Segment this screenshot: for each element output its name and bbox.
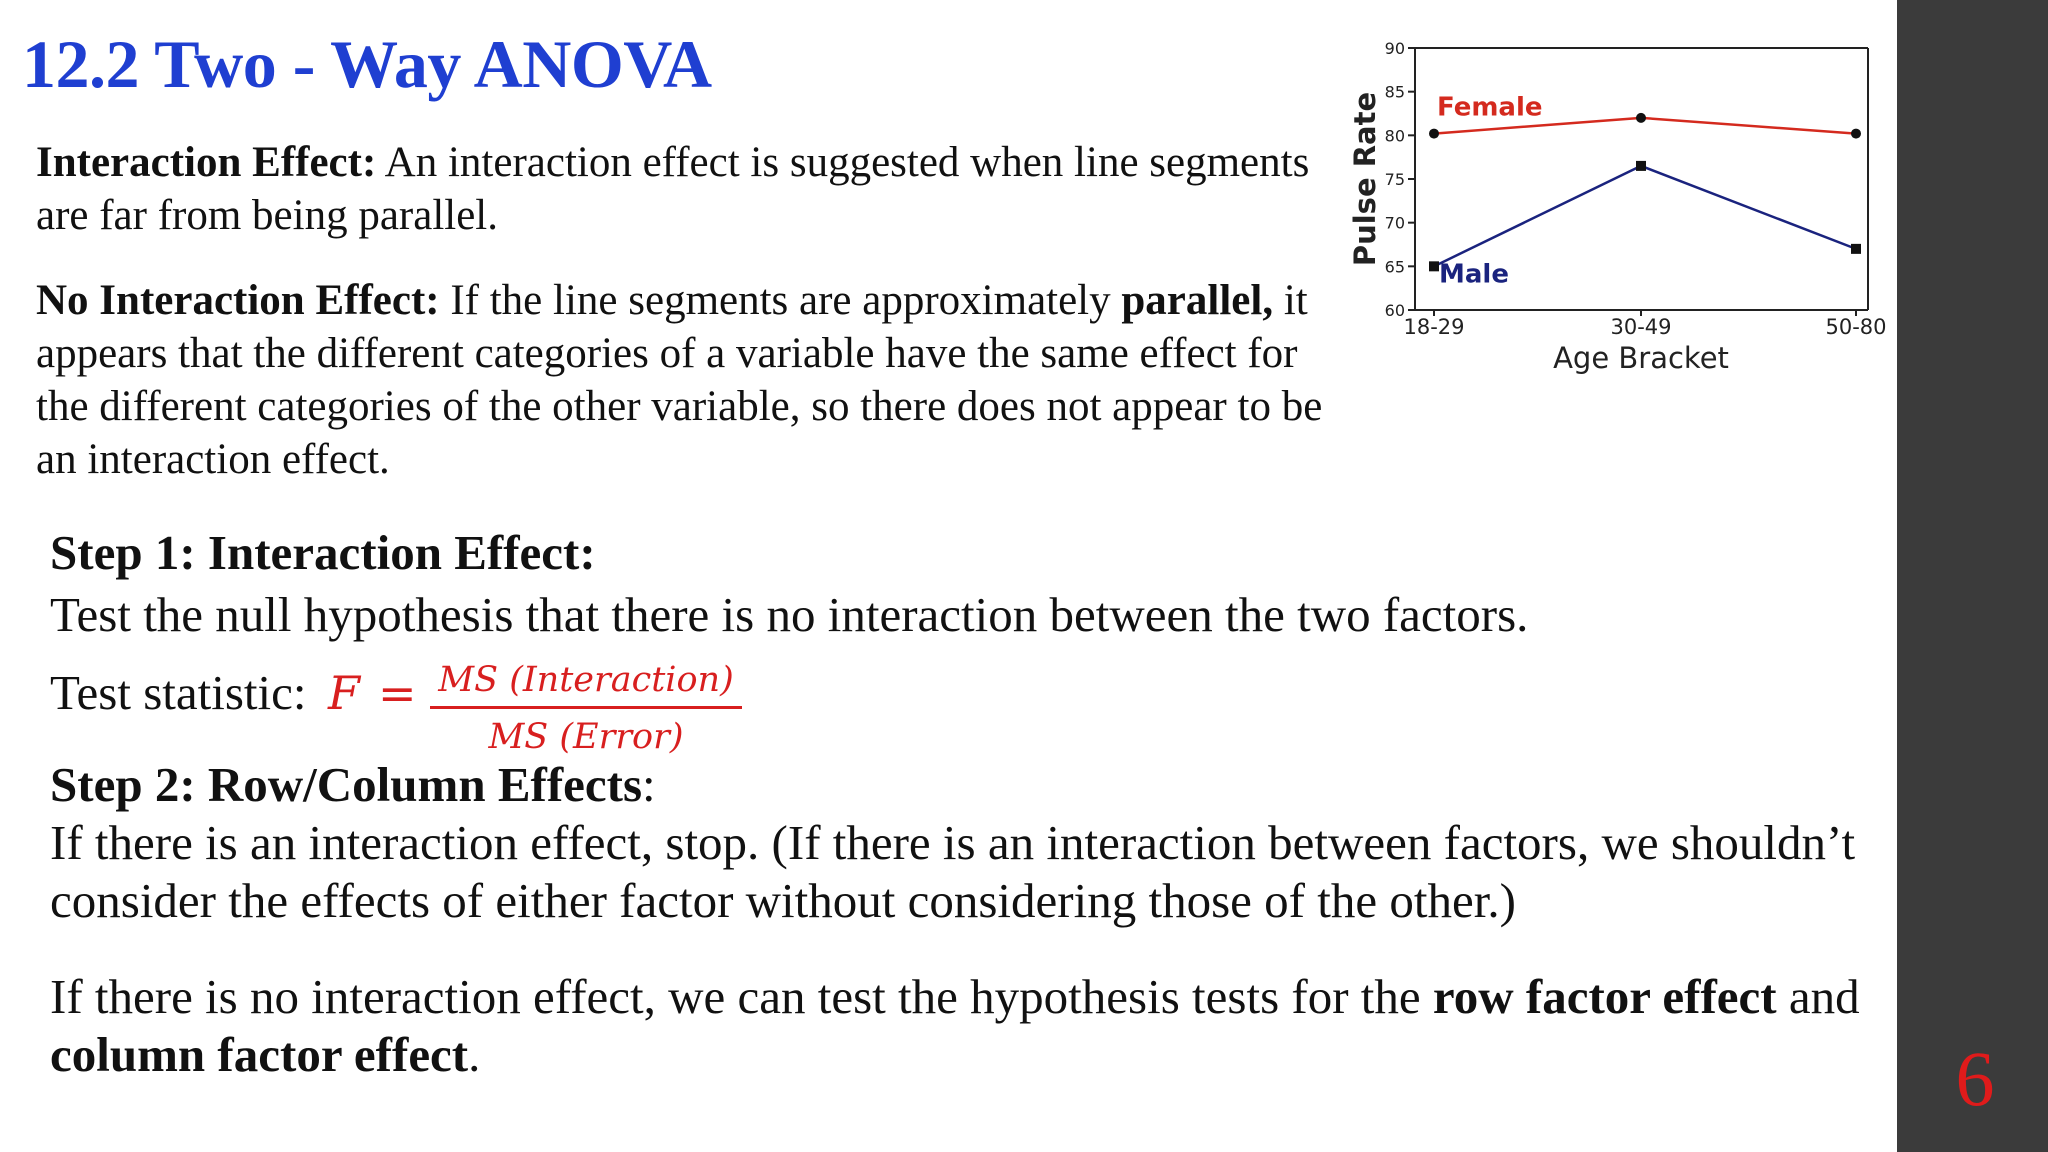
y-axis-ticks: 60 65 70 75 80 85 90 [1385,39,1415,320]
no-interaction-effect-label: No Interaction Effect: [36,277,440,324]
y-tick-label: 70 [1385,214,1405,233]
step2-title-bold: Step 2: Row/Column Effects [50,757,643,812]
series-label-male: Male [1439,259,1509,289]
page-number: 6 [1955,1035,1995,1122]
formula-equals: = [378,666,417,720]
step3-text-3: . [468,1027,481,1082]
y-tick-label: 90 [1385,39,1405,58]
y-tick-label: 65 [1385,257,1405,276]
step3-text-1: If there is no interaction effect, we ca… [50,969,1433,1024]
no-interaction-bold-parallel: parallel, [1121,277,1274,324]
data-point-male [1851,243,1861,254]
no-interaction-text-2: it appears that the different categories… [36,277,1323,483]
sidebar-bar [1897,0,2048,1152]
fraction-bar [430,706,742,709]
y-tick-label: 60 [1385,301,1405,320]
test-statistic-label: Test statistic: [50,665,307,720]
series-line-male [1433,164,1857,268]
x-axis-label: Age Bracket [1553,341,1729,375]
data-point-male [1429,261,1439,272]
y-tick-label: 80 [1385,126,1405,145]
step2-title: Step 2: Row/Column Effects: [50,756,656,814]
formula-denominator: MS (Error) [488,717,684,757]
x-tick-label: 18-29 [1403,315,1464,339]
step3-text-2: and [1776,969,1860,1024]
data-point-female [1636,112,1646,123]
interaction-effect-label: Interaction Effect: [36,139,377,186]
x-tick-label: 50-80 [1825,315,1886,339]
no-interaction-effect-paragraph: No Interaction Effect: If the line segme… [36,274,1326,486]
interaction-effect-text: An interaction effect is suggested when … [36,139,1310,239]
step2-title-colon: : [642,757,656,812]
step1-title: Step 1: Interaction Effect: [50,525,596,580]
series-layer: Female Male [1429,93,1861,289]
interaction-effect-paragraph: Interaction Effect: An interaction effec… [36,136,1326,242]
data-point-female [1851,128,1861,139]
x-axis-ticks: 18-29 30-49 50-80 [1403,310,1887,339]
slide-title: 12.2 Two - Way ANOVA [22,26,712,102]
y-tick-label: 75 [1385,170,1405,189]
slide: 12.2 Two - Way ANOVA Interaction Effect:… [22,26,1890,1084]
formula-fraction: MS (Interaction) MS (Error) [430,658,742,759]
step2-text: If there is an interaction effect, stop.… [50,815,1856,928]
step3-paragraph: If there is no interaction effect, we ca… [50,968,1890,1084]
formula-numerator: MS (Interaction) [438,660,734,700]
data-point-male [1636,160,1646,171]
step3-bold-row-factor: row factor effect [1432,969,1777,1024]
formula-variable: F [328,666,360,720]
series-label-female: Female [1437,93,1543,123]
x-tick-label: 30-49 [1610,315,1671,339]
y-tick-label: 85 [1385,83,1405,102]
data-point-female [1429,128,1439,139]
step1-text: Test the null hypothesis that there is n… [50,587,1529,642]
y-axis-label: Pulse Rate [1348,92,1382,266]
interaction-plot: 60 65 70 75 80 85 90 18-29 30-49 50-80 Female Mal… [1348,39,1887,375]
step3-bold-column-factor: column factor effect [50,1027,469,1082]
no-interaction-text-1: If the line segments are approximately [439,277,1122,324]
